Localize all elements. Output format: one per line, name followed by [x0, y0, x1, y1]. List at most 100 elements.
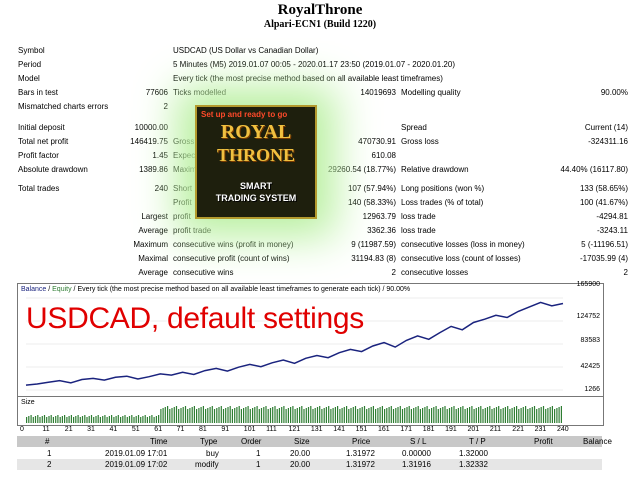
size-bar — [547, 408, 549, 423]
size-bar — [216, 408, 218, 423]
size-bar — [294, 409, 296, 423]
size-bar — [359, 408, 361, 423]
y-tick-label: 165900 — [576, 281, 600, 288]
size-bar — [95, 416, 97, 423]
size-bar — [390, 406, 392, 423]
size-bar — [475, 408, 477, 423]
size-bar — [55, 416, 57, 423]
size-bar — [171, 408, 173, 423]
size-bar — [39, 417, 41, 423]
size-bar — [218, 407, 220, 423]
size-bar — [209, 407, 211, 423]
size-bar — [395, 408, 397, 423]
size-bar — [413, 408, 415, 423]
size-bar — [386, 408, 388, 423]
size-bar — [495, 407, 498, 423]
quality-value: 90.00% — [600, 88, 628, 97]
x-tick-label: 151 — [355, 426, 368, 433]
cell-order: 1 — [256, 460, 261, 469]
size-bar — [509, 409, 511, 423]
size-bar — [50, 415, 52, 423]
size-bar — [267, 409, 269, 423]
long-positions-value: 133 (58.65%) — [579, 184, 628, 193]
cell-size: 20.00 — [290, 460, 311, 469]
initial-deposit-value: 10000.00 — [134, 123, 168, 132]
legend-balance: Balance — [21, 286, 47, 293]
maximal-loss-value: -17035.99 (4) — [579, 254, 628, 263]
avg-cons-wins-label: consecutive wins — [173, 268, 234, 277]
size-bar — [316, 407, 319, 423]
size-bar — [220, 406, 222, 423]
size-bar — [193, 406, 195, 423]
absolute-drawdown-label: Absolute drawdown — [18, 165, 88, 174]
size-bar — [482, 409, 484, 423]
maximal-label: Maximal — [138, 254, 168, 263]
size-bar — [151, 415, 153, 423]
size-bar — [379, 407, 381, 423]
x-tick-label: 21 — [64, 426, 73, 433]
size-bar — [99, 417, 101, 423]
size-bar — [560, 406, 562, 423]
size-bar — [137, 415, 140, 423]
royal-throne-logo: Set up and ready to go ROYAL THRONE SMAR… — [195, 105, 317, 219]
size-bar — [158, 415, 160, 423]
size-bar — [252, 408, 254, 423]
size-bar — [542, 406, 545, 423]
size-bar — [131, 415, 133, 423]
col-header-number: # — [45, 437, 50, 446]
size-bar — [437, 409, 439, 423]
size-bar — [328, 406, 330, 423]
short-positions-label: Short — [173, 184, 193, 193]
size-bar — [202, 406, 204, 423]
y-tick-label: 42425 — [580, 363, 600, 370]
bars-value: 77606 — [145, 88, 168, 97]
size-bar — [37, 415, 39, 423]
size-bar — [384, 409, 386, 423]
cell-tp: 1.32332 — [459, 460, 488, 469]
maximum-label: Maximum — [133, 240, 168, 249]
size-bar — [368, 408, 370, 423]
expected-payoff-value: 610.08 — [371, 151, 396, 160]
size-bar — [469, 407, 471, 423]
size-bar — [538, 408, 540, 423]
size-bar — [90, 415, 93, 423]
model-label: Model — [18, 74, 40, 83]
size-bar — [377, 408, 379, 423]
average-profit-value: 3362.36 — [367, 226, 396, 235]
maximal-drawdown-label: Maxim — [173, 165, 197, 174]
symbol-label: Symbol — [18, 46, 45, 55]
size-bar — [258, 409, 260, 423]
logo-system-text: TRADING SYSTEM — [215, 193, 297, 203]
size-bar — [486, 407, 489, 423]
size-bar — [471, 406, 473, 423]
size-bar — [480, 406, 482, 423]
size-bar — [240, 409, 242, 423]
size-bar — [162, 408, 164, 423]
size-bars — [26, 406, 562, 423]
size-bar — [513, 407, 515, 423]
size-bar — [231, 409, 233, 423]
size-bar — [256, 406, 258, 423]
size-bar — [363, 406, 366, 423]
size-bar — [70, 415, 72, 423]
size-bar — [135, 416, 137, 423]
x-tick-label: 41 — [109, 426, 118, 433]
size-bar — [314, 408, 316, 423]
report-title: RoyalThrone — [277, 2, 363, 18]
size-bar — [399, 406, 401, 423]
size-bar — [533, 406, 536, 423]
gross-loss-value: -324311.16 — [588, 137, 628, 146]
cell-time: 2019.01.09 17:02 — [105, 460, 168, 469]
size-bar — [46, 417, 48, 423]
size-bar — [175, 406, 178, 423]
mismatch-label: Mismatched charts errors — [18, 102, 109, 111]
size-bar — [502, 408, 504, 423]
table-row[interactable]: 1 2019.01.09 17:01 buy 1 20.00 1.31972 0… — [17, 448, 602, 459]
size-bar — [448, 408, 451, 423]
size-bar — [310, 406, 312, 423]
size-bar — [457, 408, 459, 423]
size-bar — [422, 408, 424, 423]
x-tick-label: 181 — [422, 426, 435, 433]
size-bar — [478, 407, 480, 423]
table-row[interactable]: 2 2019.01.09 17:02 modify 1 20.00 1.3197… — [17, 459, 602, 470]
